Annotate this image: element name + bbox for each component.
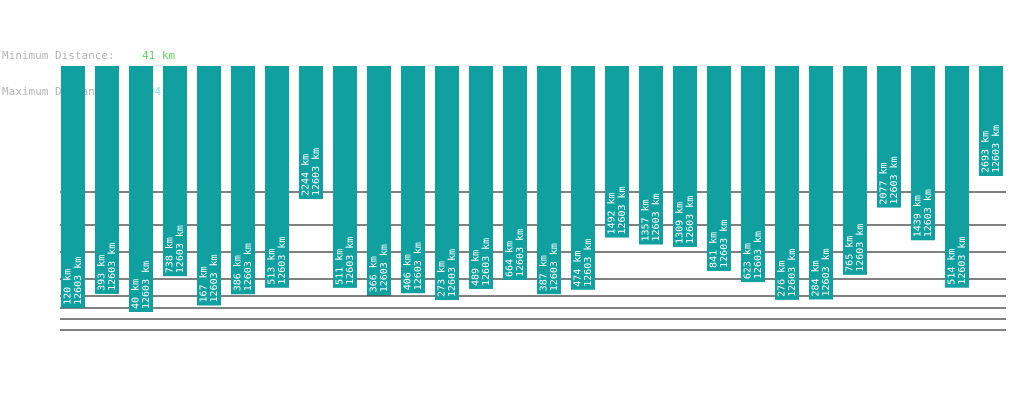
- bar-label-top: 2693 km: [981, 131, 992, 173]
- bar-label-top: 489 km: [471, 250, 482, 286]
- bar-label-bottom: 12603 km: [277, 237, 288, 285]
- bar-label-top: 1492 km: [607, 192, 618, 234]
- bar-label-top: 366 km: [369, 256, 380, 292]
- bar-label-top: 284 km: [811, 260, 822, 296]
- bar: [61, 66, 85, 308]
- bar-label-bottom: 12603 km: [413, 242, 424, 290]
- bar-label-bottom: 12603 km: [141, 261, 152, 309]
- bar-label-bottom: 12603 km: [991, 125, 1002, 173]
- bar: [605, 66, 629, 238]
- bar: [979, 66, 1003, 176]
- bar: [639, 66, 663, 245]
- bar: [945, 66, 969, 288]
- bar: [809, 66, 833, 300]
- bar: [741, 66, 765, 283]
- bar-label-top: 1309 km: [675, 202, 686, 244]
- bar-label-top: 514 km: [947, 249, 958, 285]
- bar: [537, 66, 561, 295]
- bar-label-bottom: 12603 km: [617, 186, 628, 234]
- bar-label-top: 273 km: [437, 261, 448, 297]
- bar: [911, 66, 935, 241]
- bar-label-top: 40 km: [131, 279, 142, 309]
- bar-label-bottom: 12603 km: [345, 237, 356, 285]
- bar-label-top: 167 km: [199, 266, 210, 302]
- bar-label-top: 1439 km: [913, 195, 924, 237]
- bar-label-top: 120 km: [63, 269, 74, 305]
- bar: [163, 66, 187, 277]
- bar-label-bottom: 12603 km: [753, 231, 764, 279]
- bar-label-bottom: 12603 km: [719, 220, 730, 268]
- bar-label-bottom: 12603 km: [107, 243, 118, 291]
- bar-label-bottom: 12603 km: [311, 148, 322, 196]
- bar-label-top: 623 km: [743, 243, 754, 279]
- bar-label-bottom: 12603 km: [379, 244, 390, 292]
- bar-label-bottom: 12603 km: [651, 193, 662, 241]
- bar-label-top: 765 km: [845, 236, 856, 272]
- bar: [775, 66, 799, 300]
- bar-label-bottom: 12603 km: [515, 229, 526, 277]
- bar-label-top: 2244 km: [301, 154, 312, 196]
- bar-label-top: 511 km: [335, 249, 346, 285]
- bar-label-top: 393 km: [97, 255, 108, 291]
- bar: [435, 66, 459, 301]
- bar-label-bottom: 12603 km: [175, 225, 186, 273]
- bar: [265, 66, 289, 288]
- bar-label-top: 841 km: [709, 232, 720, 268]
- bar-label-top: 474 km: [573, 251, 584, 287]
- bar-label-top: 276 km: [777, 261, 788, 297]
- bar: [299, 66, 323, 200]
- bar-label-top: 1357 km: [641, 199, 652, 241]
- bar: [401, 66, 425, 294]
- bar: [129, 66, 153, 312]
- bar-label-top: 738 km: [165, 237, 176, 273]
- bar: [95, 66, 119, 294]
- bar-label-bottom: 12603 km: [549, 243, 560, 291]
- min-distance-row: Minimum Distance: 41 km: [2, 50, 181, 62]
- bar-label-bottom: 12603 km: [787, 249, 798, 297]
- min-distance-value: 41 km: [142, 49, 176, 62]
- bar: [367, 66, 391, 296]
- bar-label-bottom: 12603 km: [243, 243, 254, 291]
- bar-label-top: 664 km: [505, 241, 516, 277]
- bar-label-bottom: 12603 km: [685, 196, 696, 244]
- bar-label-bottom: 12603 km: [923, 189, 934, 237]
- bar-label-top: 513 km: [267, 249, 278, 285]
- bar-label-bottom: 12603 km: [447, 249, 458, 297]
- bar: [231, 66, 255, 295]
- bar-label-bottom: 12603 km: [855, 224, 866, 272]
- bar-label-bottom: 12603 km: [957, 237, 968, 285]
- bar: [877, 66, 901, 208]
- bar: [707, 66, 731, 271]
- bar-label-bottom: 12603 km: [821, 248, 832, 296]
- bar: [673, 66, 697, 247]
- bar: [843, 66, 867, 275]
- bar-label-top: 406 km: [403, 254, 414, 290]
- bar: [197, 66, 221, 306]
- bar-label-top: 386 km: [233, 255, 244, 291]
- bar: [571, 66, 595, 290]
- bar: [503, 66, 527, 281]
- bar-label-bottom: 12603 km: [481, 238, 492, 286]
- bar-label-bottom: 12603 km: [583, 239, 594, 287]
- bar-label-top: 2077 km: [879, 162, 890, 204]
- bar-label-bottom: 12603 km: [209, 254, 220, 302]
- bar-label-top: 387 km: [539, 255, 550, 291]
- bar-label-bottom: 12603 km: [889, 156, 900, 204]
- bar: [469, 66, 493, 289]
- bar-label-bottom: 12603 km: [73, 257, 84, 305]
- min-distance-label: Minimum Distance:: [2, 49, 115, 62]
- bar: [333, 66, 357, 288]
